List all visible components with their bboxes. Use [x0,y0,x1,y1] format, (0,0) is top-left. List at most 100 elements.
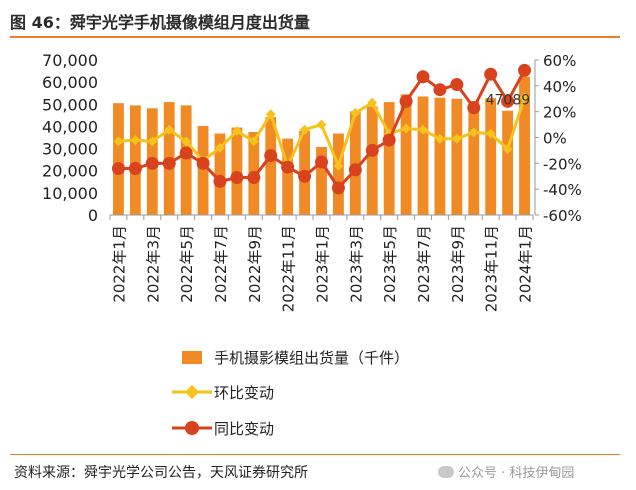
mom-point [485,128,496,139]
bar [417,96,429,215]
mom-point [316,119,327,130]
legend-item-yoy: 同比变动 [172,420,274,438]
x-tick-label: 2023年3月 [347,225,365,303]
yoy-point [399,94,413,108]
bar [366,106,378,215]
mom-point [231,126,242,136]
wechat-icon [438,466,454,478]
source-note: 资料来源：舜宇光学公司公告，天风证券研究所 [14,465,308,481]
legend-yoy-marker [185,421,199,435]
yoy-point [433,83,447,97]
yoy-point [365,143,379,157]
mom-point [130,135,141,146]
legend-item-mom: 环比变动 [172,384,274,402]
yoy-point [247,171,261,185]
yoy-point [518,63,532,77]
y-left-tick-label: 0 [88,206,98,225]
bar [129,105,141,215]
x-tick-label: 2023年5月 [381,225,399,303]
yoy-point [450,78,464,92]
bar [383,102,395,215]
yoy-line [111,63,532,195]
y-left-tick-label: 70,000 [42,51,98,70]
y-left-tick-label: 60,000 [42,73,98,92]
yoy-point [484,67,498,81]
yoy-point [179,146,193,160]
x-tick-label: 2022年7月 [212,225,230,303]
x-tick-label: 2022年9月 [246,225,264,303]
bar [282,138,294,215]
legend-mom-label: 环比变动 [214,384,274,402]
bars [113,76,530,215]
title-divider [10,36,620,38]
yoy-point [501,94,515,108]
bar [485,98,497,215]
legend: 手机摄影模组出货量（千件） 环比变动 同比变动 [172,349,409,438]
legend-bar-label: 手机摄影模组出货量（千件） [214,349,409,367]
x-tick-label: 2024年1月 [517,225,535,303]
x-tick-label: 2023年7月 [415,225,433,303]
right-axis: -60% -40% -20% 0% 20% 40% 60% [534,52,582,225]
yoy-point [162,156,176,170]
yoy-point [298,169,312,183]
bar [180,105,192,215]
chart: 0 10,000 20,000 30,000 40,000 50,000 60,000 70,… [42,51,582,438]
mom-point [519,92,530,103]
mom-point [164,124,175,135]
bar [214,133,226,215]
y-left-tick-label: 30,000 [42,140,98,159]
left-axis: 0 10,000 20,000 30,000 40,000 50,000 60,000 70,… [42,51,98,225]
yoy-point [467,101,481,115]
x-tick-label: 2022年11月 [280,225,298,312]
mom-point [147,136,158,147]
mom-point [502,144,513,155]
mom-point [248,136,259,147]
bar [316,147,327,215]
watermark-text: 公众号 · 科技伊甸园 [458,466,575,481]
bar [333,133,344,215]
x-tick-label: 2022年5月 [178,225,196,303]
yoy-point [331,181,345,195]
bar [434,97,446,215]
bar [451,98,463,215]
x-tick-label: 2023年1月 [314,225,332,303]
chart-title: 图 46：舜宇光学手机摄像模组月度出货量 [10,13,310,32]
x-tick-label: 2023年11月 [483,225,501,312]
y-right-tick-label: 60% [543,52,576,70]
y-right-tick-label: 0% [543,130,567,148]
yoy-point [128,162,142,175]
yoy-point [111,162,125,175]
y-left-tick-label: 10,000 [42,184,98,203]
yoy-point [196,156,210,170]
bar [349,111,361,215]
mom-point [113,136,124,147]
legend-bar-swatch [182,351,202,364]
data-label-annotation: 47089 [486,93,531,109]
y-left-tick-label: 20,000 [42,162,98,181]
y-right-tick-label: -60% [543,207,582,225]
bar [502,110,514,215]
x-axis: 2022年1月 2022年3月 2022年5月 2022年7月 2022年9月 2022年… [109,214,535,312]
watermark: 公众号 · 科技伊甸园 [438,462,574,481]
bar [468,100,480,215]
yoy-point [348,163,362,177]
yoy-point [382,133,396,147]
x-tick-label: 2022年3月 [144,225,162,303]
yoy-point [230,171,244,185]
bar [197,125,209,215]
y-right-tick-label: 20% [543,104,576,122]
y-right-tick-label: -40% [543,181,582,199]
y-left-tick-label: 40,000 [42,117,98,136]
figure-header: 图 46：舜宇光学手机摄像模组月度出货量 [10,6,620,38]
legend-yoy-label: 同比变动 [214,420,274,438]
legend-item-bar: 手机摄影模组出货量（千件） [182,349,409,367]
mom-point [181,136,192,147]
footer-divider [10,454,620,455]
yoy-point [213,174,227,188]
yoy-point [315,155,328,169]
y-right-tick-label: 40% [543,78,576,96]
bar [113,103,124,215]
yoy-point [281,160,295,174]
yoy-point [416,70,430,84]
x-tick-label: 2023年9月 [449,225,467,303]
